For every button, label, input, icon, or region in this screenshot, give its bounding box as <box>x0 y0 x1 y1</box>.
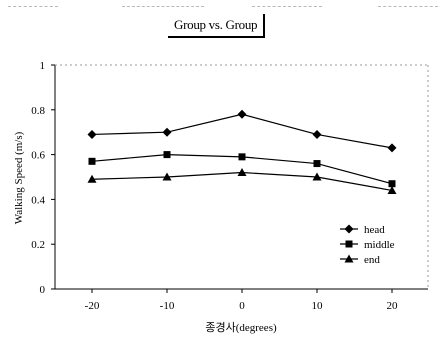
y-tick-label: 0.8 <box>31 105 45 117</box>
legend-marker-end <box>344 254 354 263</box>
data-point-head <box>162 127 172 137</box>
legend-label-head: head <box>364 224 385 236</box>
legend-marker-head <box>344 224 354 234</box>
top-dash-center-right <box>252 6 322 8</box>
legend: head middle end <box>340 224 395 266</box>
top-dash-left <box>8 6 58 8</box>
data-point-end <box>162 172 172 181</box>
top-dash-center-left <box>122 6 204 8</box>
y-tick-label: 0.4 <box>31 194 45 206</box>
series-layer <box>87 109 397 194</box>
data-point-middle <box>163 151 171 159</box>
data-point-head <box>312 129 322 139</box>
data-point-end <box>87 174 97 183</box>
data-point-head <box>237 109 247 119</box>
legend-label-middle: middle <box>364 239 395 251</box>
y-tick-label: 0.6 <box>31 150 45 162</box>
x-tick-label: -10 <box>160 300 175 312</box>
data-point-end <box>237 168 247 177</box>
data-point-middle <box>238 153 246 161</box>
x-tick-label: -20 <box>85 300 100 312</box>
x-tick-label: 0 <box>239 300 245 312</box>
data-point-end <box>387 185 397 194</box>
axes: 0 0.2 0.4 0.6 0.8 1 -20 -10 0 10 20 <box>31 60 429 312</box>
top-dash-right <box>378 6 438 8</box>
data-point-middle <box>313 160 321 168</box>
data-point-head <box>387 143 397 153</box>
x-tick-label: 20 <box>387 300 399 312</box>
series-line-head <box>91 113 393 149</box>
data-point-head <box>87 129 97 139</box>
y-tick-label: 0.2 <box>31 239 45 251</box>
x-axis-label: 종경사(degrees) <box>205 321 277 334</box>
data-point-middle <box>88 157 96 165</box>
data-point-end <box>312 172 322 181</box>
data-point-middle <box>388 180 396 188</box>
y-axis-label: Walking Speed (m/s) <box>13 131 25 224</box>
x-tick-label: 10 <box>312 300 324 312</box>
legend-marker-middle <box>345 240 353 248</box>
y-tick-label: 0 <box>40 284 46 296</box>
legend-label-end: end <box>364 254 380 266</box>
y-tick-label: 1 <box>40 60 46 72</box>
chart-title: Group vs. Group <box>168 14 266 38</box>
